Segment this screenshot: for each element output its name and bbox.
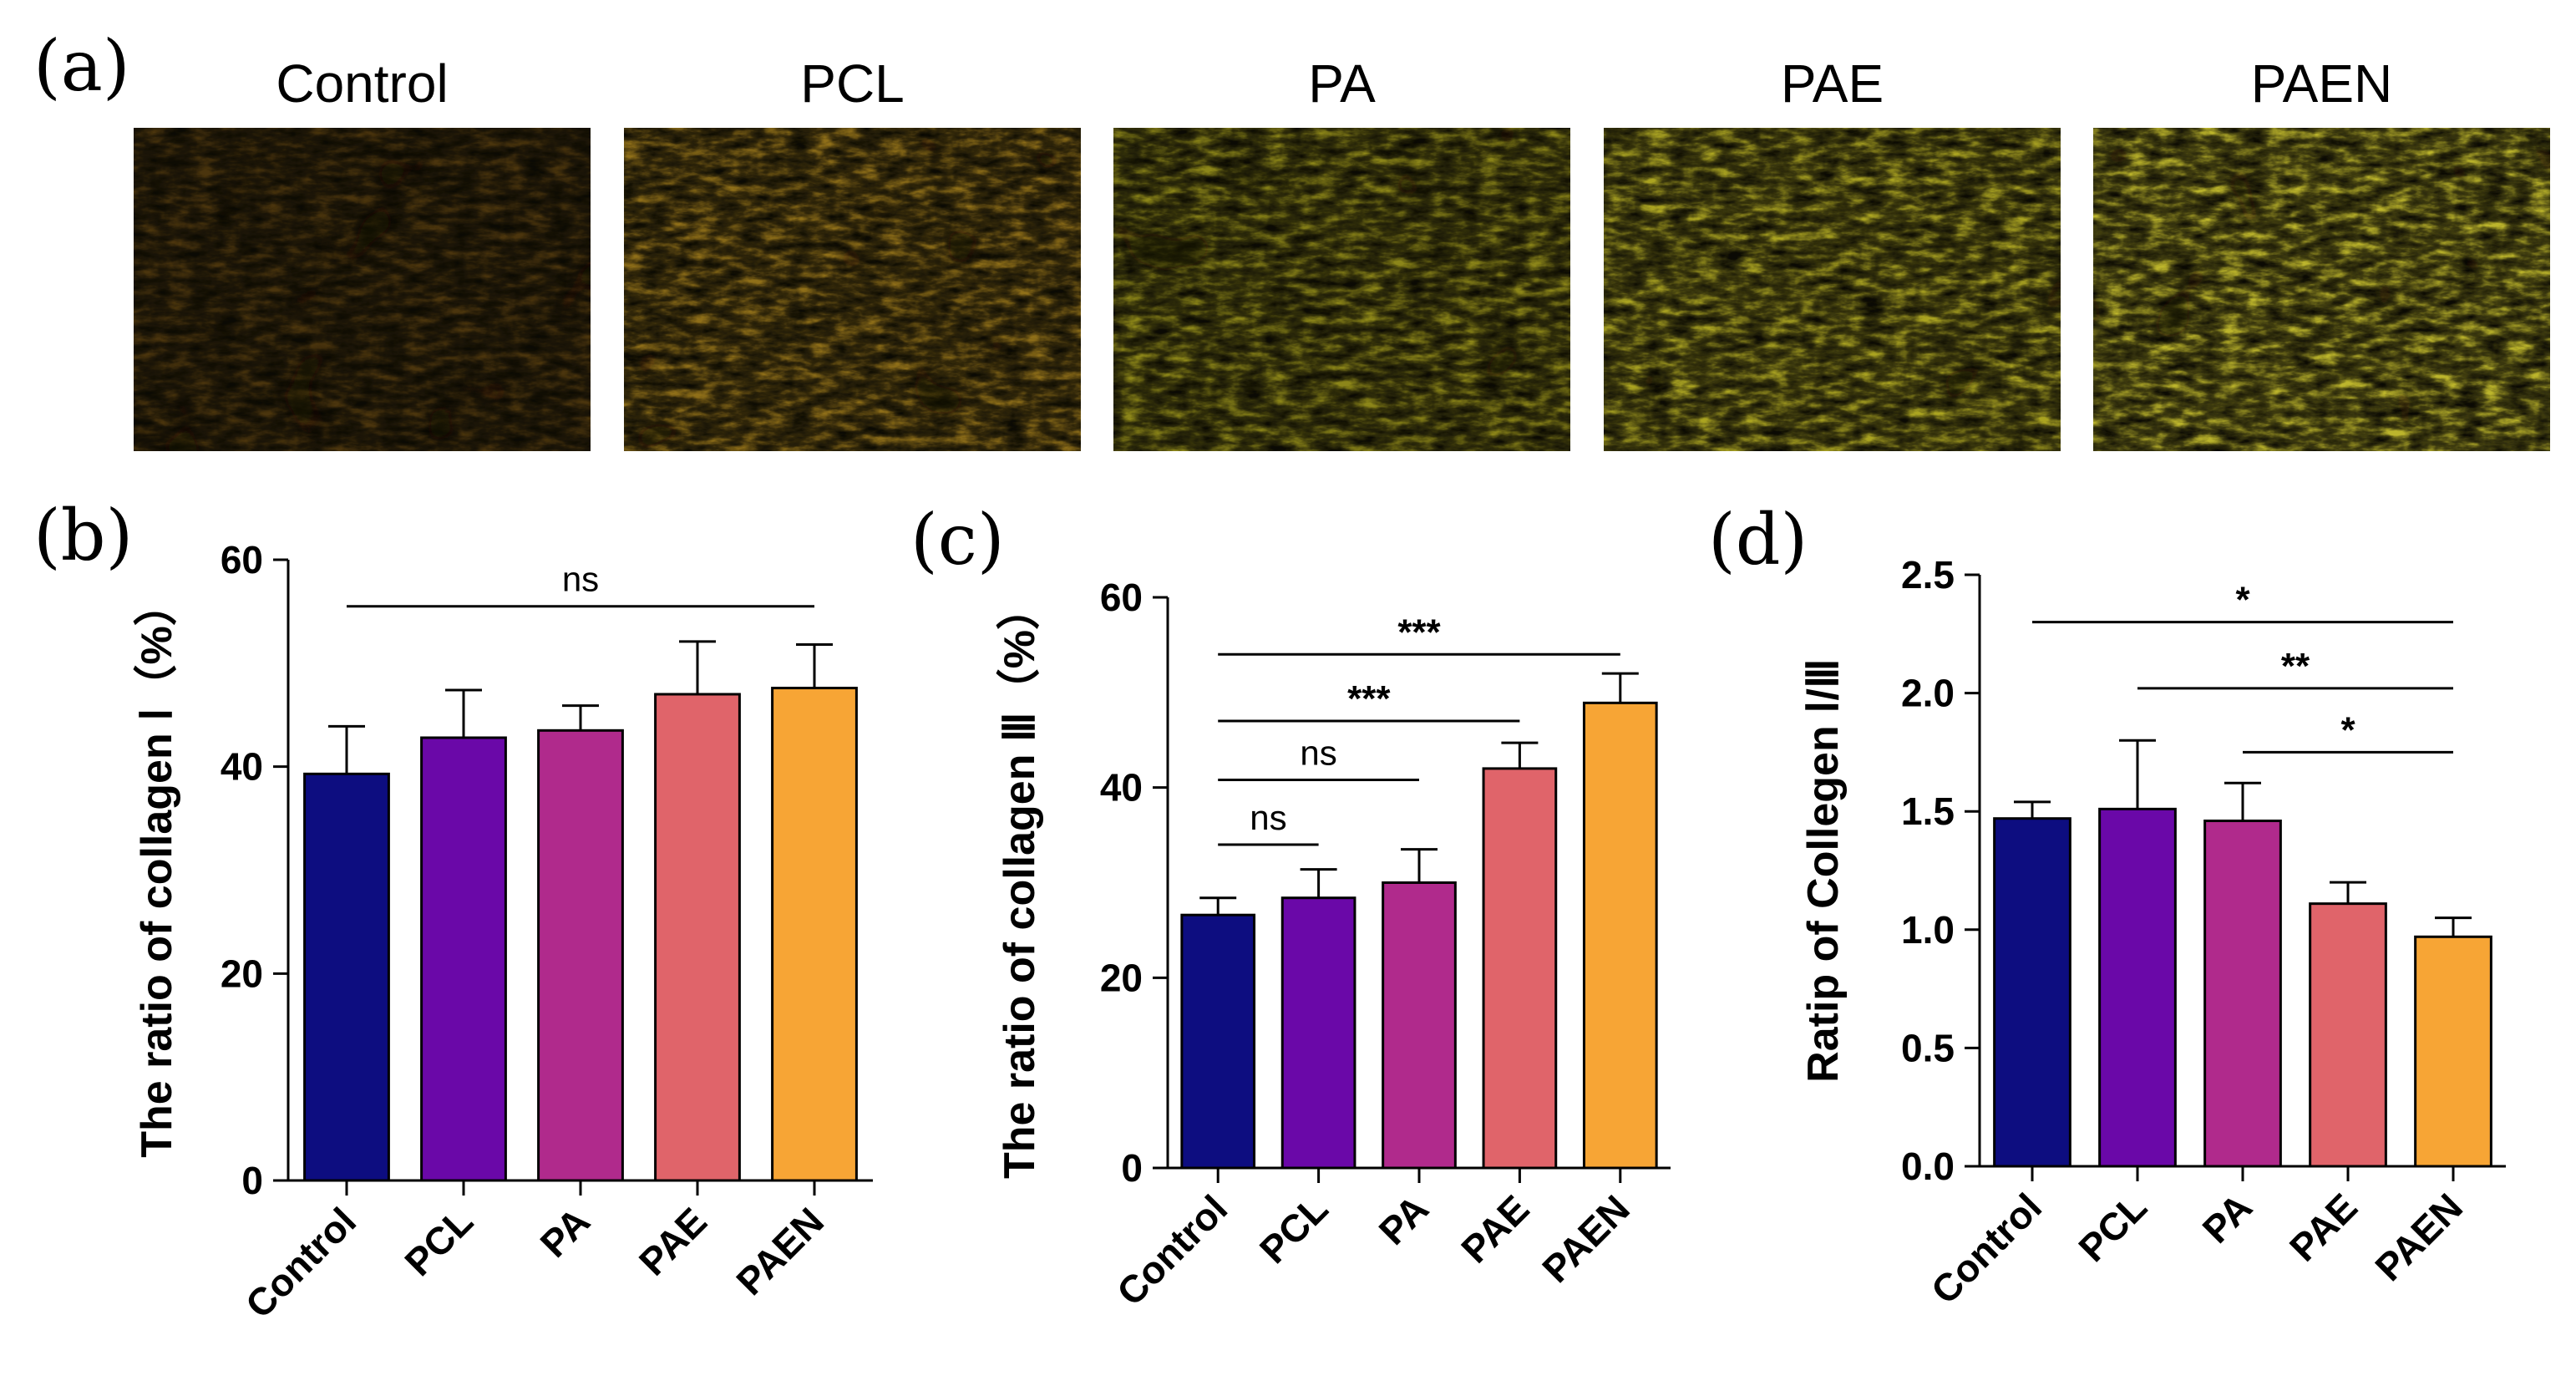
significance-label: ns [1300, 734, 1336, 773]
micrograph-title: PAE [1781, 53, 1884, 114]
significance-label: *** [1397, 612, 1441, 652]
significance-label: ** [2281, 646, 2310, 687]
x-tick-label: PCL [2070, 1185, 2155, 1270]
x-tick-label: PAE [631, 1199, 715, 1283]
bar-control [303, 772, 390, 1182]
bar-control [1993, 817, 2071, 1168]
micrograph-pae: PAE [1604, 53, 2061, 451]
panel-letter-c: (c) [910, 499, 1005, 581]
significance-label: *** [1347, 678, 1391, 719]
micrograph-title: Control [276, 53, 448, 114]
micrograph-pa: PA [1113, 53, 1570, 451]
panel-letter-d: (d) [1708, 499, 1808, 581]
y-tick-label: 0.0 [1901, 1145, 1955, 1188]
y-axis-label: Ratip of Collegen Ⅰ/Ⅲ [1799, 658, 1848, 1083]
y-tick-label: 40 [221, 745, 263, 789]
bar-pa [1382, 881, 1457, 1170]
panel-letter-b: (b) [33, 495, 133, 576]
x-tick-label: PAEN [2366, 1185, 2471, 1289]
chart-collagen-1: 0 20 40 60 The ratio of collagen Ⅰ（%） Control… [133, 538, 873, 1327]
x-tick-label: PA [2194, 1185, 2261, 1251]
micrograph-pcl: PCL [624, 53, 1081, 451]
bar-pcl [1280, 896, 1356, 1170]
significance-label: * [2340, 709, 2355, 750]
y-axis-label: The ratio of collagen Ⅲ（%） [996, 586, 1044, 1179]
significance-label: * [2235, 580, 2250, 621]
y-tick-label: 20 [1100, 956, 1143, 999]
y-tick-label: 60 [1100, 576, 1143, 619]
micrograph-title: PCL [800, 53, 905, 114]
x-tick-label: PCL [1251, 1186, 1336, 1272]
x-tick-label: PAEN [1534, 1186, 1638, 1291]
micrograph-voids [1604, 128, 2061, 451]
micrograph-paen: PAEN [2093, 53, 2550, 451]
x-tick-label: Control [1108, 1186, 1235, 1313]
micrograph-row: Control PCL PA PAE PAEN [134, 53, 2550, 451]
x-tick-label: PAE [1453, 1186, 1537, 1271]
y-tick-label: 40 [1100, 766, 1143, 810]
y-axis-label: The ratio of collagen Ⅰ（%） [133, 582, 181, 1158]
bar-pae [2309, 902, 2387, 1168]
bar-pae [1482, 767, 1558, 1170]
micrograph-title: PA [1308, 53, 1376, 114]
y-tick-label: 60 [221, 538, 263, 581]
bar-control [1180, 913, 1256, 1170]
x-tick-label: PAE [2281, 1185, 2366, 1269]
micrograph-voids [624, 128, 1081, 451]
x-tick-label: PA [1371, 1186, 1438, 1253]
micrograph-voids [1113, 128, 1570, 451]
bar-pcl [420, 736, 507, 1182]
y-tick-label: 2.0 [1901, 672, 1955, 715]
bar-paen [771, 687, 858, 1182]
bar-paen [1582, 701, 1658, 1170]
bar-pae [654, 693, 741, 1182]
x-tick-label: PA [532, 1199, 599, 1266]
panel-letter-a: (a) [33, 25, 130, 107]
micrograph-voids [134, 128, 591, 451]
x-tick-label: Control [237, 1199, 364, 1326]
x-tick-label: PCL [396, 1199, 481, 1284]
y-tick-label: 0 [1121, 1146, 1143, 1190]
micrograph-voids [2093, 128, 2550, 451]
y-tick-label: 2.5 [1901, 553, 1955, 597]
significance-label: ns [1250, 798, 1286, 837]
bar-pa [537, 729, 624, 1182]
y-tick-label: 1.0 [1901, 908, 1955, 952]
chart-collagen-3: 0 20 40 60 The ratio of collagen Ⅲ（%） Control… [996, 576, 1671, 1314]
y-tick-label: 1.5 [1901, 789, 1955, 833]
y-tick-label: 20 [221, 952, 263, 995]
x-tick-label: PAEN [728, 1199, 832, 1303]
bar-pa [2203, 820, 2282, 1168]
micrograph-title: PAEN [2251, 53, 2393, 114]
bar-pcl [2098, 807, 2177, 1168]
x-tick-label: Control [1923, 1185, 2050, 1312]
chart-collagen-ratio: 0.0 0.5 1.0 1.5 2.0 2.5 Ratip of Collegen Ⅰ/Ⅲ C… [1799, 553, 2506, 1312]
y-tick-label: 0.5 [1901, 1026, 1955, 1069]
micrograph-control: Control [134, 53, 591, 451]
bar-paen [2414, 935, 2492, 1168]
significance-label: ns [562, 560, 599, 599]
y-tick-label: 0 [241, 1159, 263, 1202]
